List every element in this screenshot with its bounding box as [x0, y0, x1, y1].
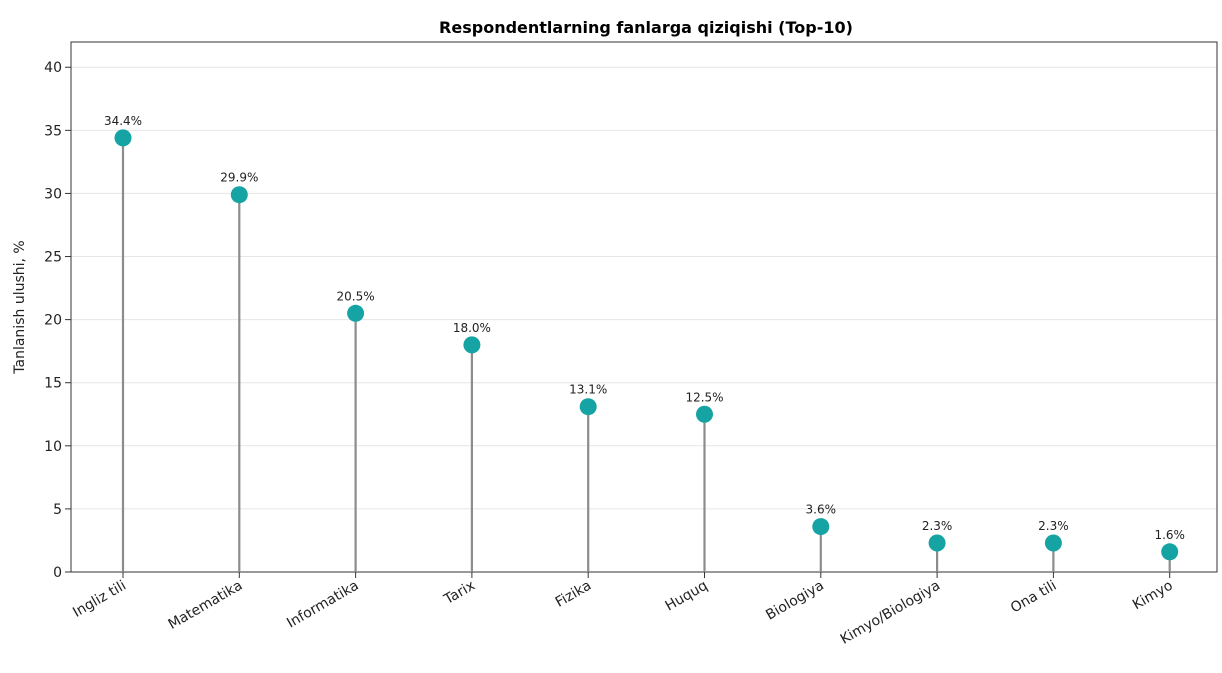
markers [114, 129, 1179, 561]
y-tick-label: 10 [44, 439, 62, 455]
y-tick-label: 35 [44, 123, 62, 139]
x-tick-label: Biologiya [763, 578, 827, 624]
x-tick-label: Kimyo/Biologiya [838, 578, 943, 648]
data-label: 18.0% [453, 321, 491, 335]
y-axis-label: Tanlanish ulushi, % [12, 240, 28, 374]
x-tick-label: Ona tili [1008, 578, 1059, 617]
x-axis: Ingliz tili Matematika Informatika Tarix Fiz… [70, 572, 1176, 648]
marker [1044, 534, 1062, 552]
x-tick-label: Kimyo [1130, 578, 1176, 614]
y-tick-label: 15 [44, 376, 62, 392]
x-tick-label: Matematika [166, 578, 246, 633]
data-label: 29.9% [220, 171, 258, 185]
stems [121, 137, 1171, 572]
data-label: 1.6% [1154, 528, 1185, 542]
grid-lines [71, 66, 1217, 510]
marker [347, 304, 365, 322]
marker [230, 186, 248, 204]
data-labels: 34.4% 29.9% 20.5% 18.0% 13.1% 12.5% 3.6% 2.3% 2.… [104, 114, 1185, 542]
marker [928, 534, 946, 552]
x-tick-label: Tarix [441, 578, 478, 609]
data-label: 12.5% [685, 390, 723, 404]
data-label: 20.5% [337, 289, 375, 303]
y-tick-label: 25 [44, 250, 62, 266]
data-label: 34.4% [104, 114, 142, 128]
data-label: 2.3% [922, 519, 953, 533]
marker [812, 518, 830, 536]
y-tick-label: 40 [44, 60, 62, 76]
x-tick-label: Fizika [553, 578, 594, 611]
data-label: 3.6% [806, 503, 837, 517]
marker [114, 129, 132, 147]
x-tick-label: Ingliz tili [70, 578, 129, 621]
marker [579, 398, 597, 416]
y-tick-label: 20 [44, 313, 62, 329]
plot-frame [70, 41, 1218, 573]
x-tick-label: Huquq [663, 578, 711, 615]
data-label: 2.3% [1038, 519, 1069, 533]
y-tick-label: 5 [53, 502, 62, 518]
y-tick-label: 30 [44, 186, 62, 202]
chart-title: Respondentlarning fanlarga qiziqishi (To… [439, 18, 853, 37]
data-label: 13.1% [569, 383, 607, 397]
marker [696, 405, 713, 423]
x-tick-label: Informatika [284, 578, 361, 632]
marker [463, 336, 481, 354]
y-tick-label: 0 [53, 565, 62, 581]
y-axis: 0 5 10 15 20 25 30 35 40 [44, 60, 71, 581]
marker [1161, 543, 1179, 561]
